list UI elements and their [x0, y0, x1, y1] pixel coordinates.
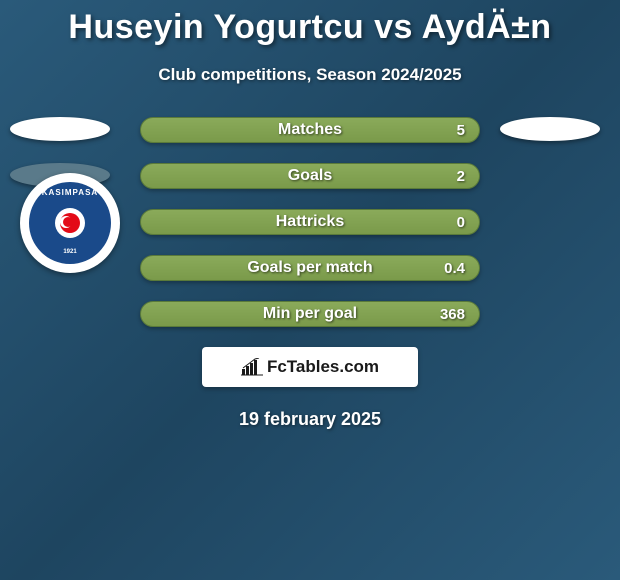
- stat-label: Goals per match: [247, 259, 372, 277]
- player-left-pill: [10, 117, 110, 141]
- stat-bar-min-per-goal: Min per goal 368: [140, 301, 480, 327]
- stat-label: Min per goal: [263, 305, 357, 323]
- footer-brand-badge[interactable]: FcTables.com: [202, 347, 418, 387]
- stat-label: Goals: [288, 167, 332, 185]
- badge-year: 1921: [63, 249, 76, 255]
- footer-brand-text: FcTables.com: [267, 357, 379, 377]
- badge-center: [55, 208, 85, 238]
- team-badge-left: KASIMPASA 1921: [20, 173, 120, 273]
- stat-value: 0: [457, 214, 465, 231]
- bar-chart-icon: [241, 358, 263, 376]
- turkey-flag-icon: [60, 213, 80, 233]
- page-subtitle: Club competitions, Season 2024/2025: [0, 65, 620, 85]
- stat-bar-goals: Goals 2: [140, 163, 480, 189]
- stat-value: 2: [457, 168, 465, 185]
- stat-value: 0.4: [444, 260, 465, 277]
- stat-value: 5: [457, 122, 465, 139]
- stat-value: 368: [440, 306, 465, 323]
- stats-area: KASIMPASA 1921 Matches 5 Goals 2 Hattric…: [0, 117, 620, 327]
- player-right-pill: [500, 117, 600, 141]
- stat-bars: Matches 5 Goals 2 Hattricks 0 Goals per …: [140, 117, 480, 327]
- badge-outer-circle: KASIMPASA 1921: [20, 173, 120, 273]
- page-title: Huseyin Yogurtcu vs AydÄ±n: [0, 0, 620, 47]
- badge-inner-circle: KASIMPASA 1921: [29, 182, 111, 264]
- stat-label: Matches: [278, 121, 342, 139]
- stat-bar-matches: Matches 5: [140, 117, 480, 143]
- stat-bar-goals-per-match: Goals per match 0.4: [140, 255, 480, 281]
- stat-label: Hattricks: [276, 213, 344, 231]
- stat-bar-hattricks: Hattricks 0: [140, 209, 480, 235]
- date-text: 19 february 2025: [0, 409, 620, 430]
- badge-team-name: KASIMPASA: [42, 188, 98, 197]
